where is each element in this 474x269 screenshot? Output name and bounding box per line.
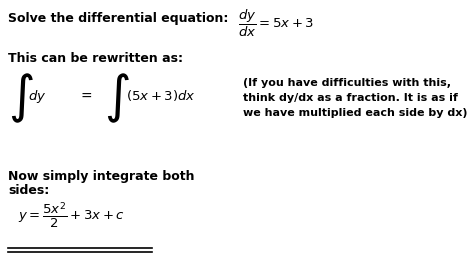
Text: Solve the differential equation:: Solve the differential equation: (8, 12, 228, 25)
Text: $dy$: $dy$ (28, 88, 46, 105)
Text: think dy/dx as a fraction. It is as if: think dy/dx as a fraction. It is as if (243, 93, 458, 103)
Text: This can be rewritten as:: This can be rewritten as: (8, 52, 183, 65)
Text: (If you have difficulties with this,: (If you have difficulties with this, (243, 78, 451, 88)
Text: we have multiplied each side by dx): we have multiplied each side by dx) (243, 108, 467, 118)
Text: $(5x + 3)dx$: $(5x + 3)dx$ (126, 88, 196, 103)
Text: sides:: sides: (8, 184, 49, 197)
Text: $\int$: $\int$ (8, 72, 34, 125)
Text: $\dfrac{dy}{dx} = 5x + 3$: $\dfrac{dy}{dx} = 5x + 3$ (238, 8, 314, 39)
Text: $\int$: $\int$ (104, 72, 130, 125)
Text: Now simply integrate both: Now simply integrate both (8, 170, 194, 183)
Text: $=$: $=$ (78, 88, 93, 102)
Text: $y = \dfrac{5x^2}{2} + 3x + c$: $y = \dfrac{5x^2}{2} + 3x + c$ (18, 200, 125, 230)
